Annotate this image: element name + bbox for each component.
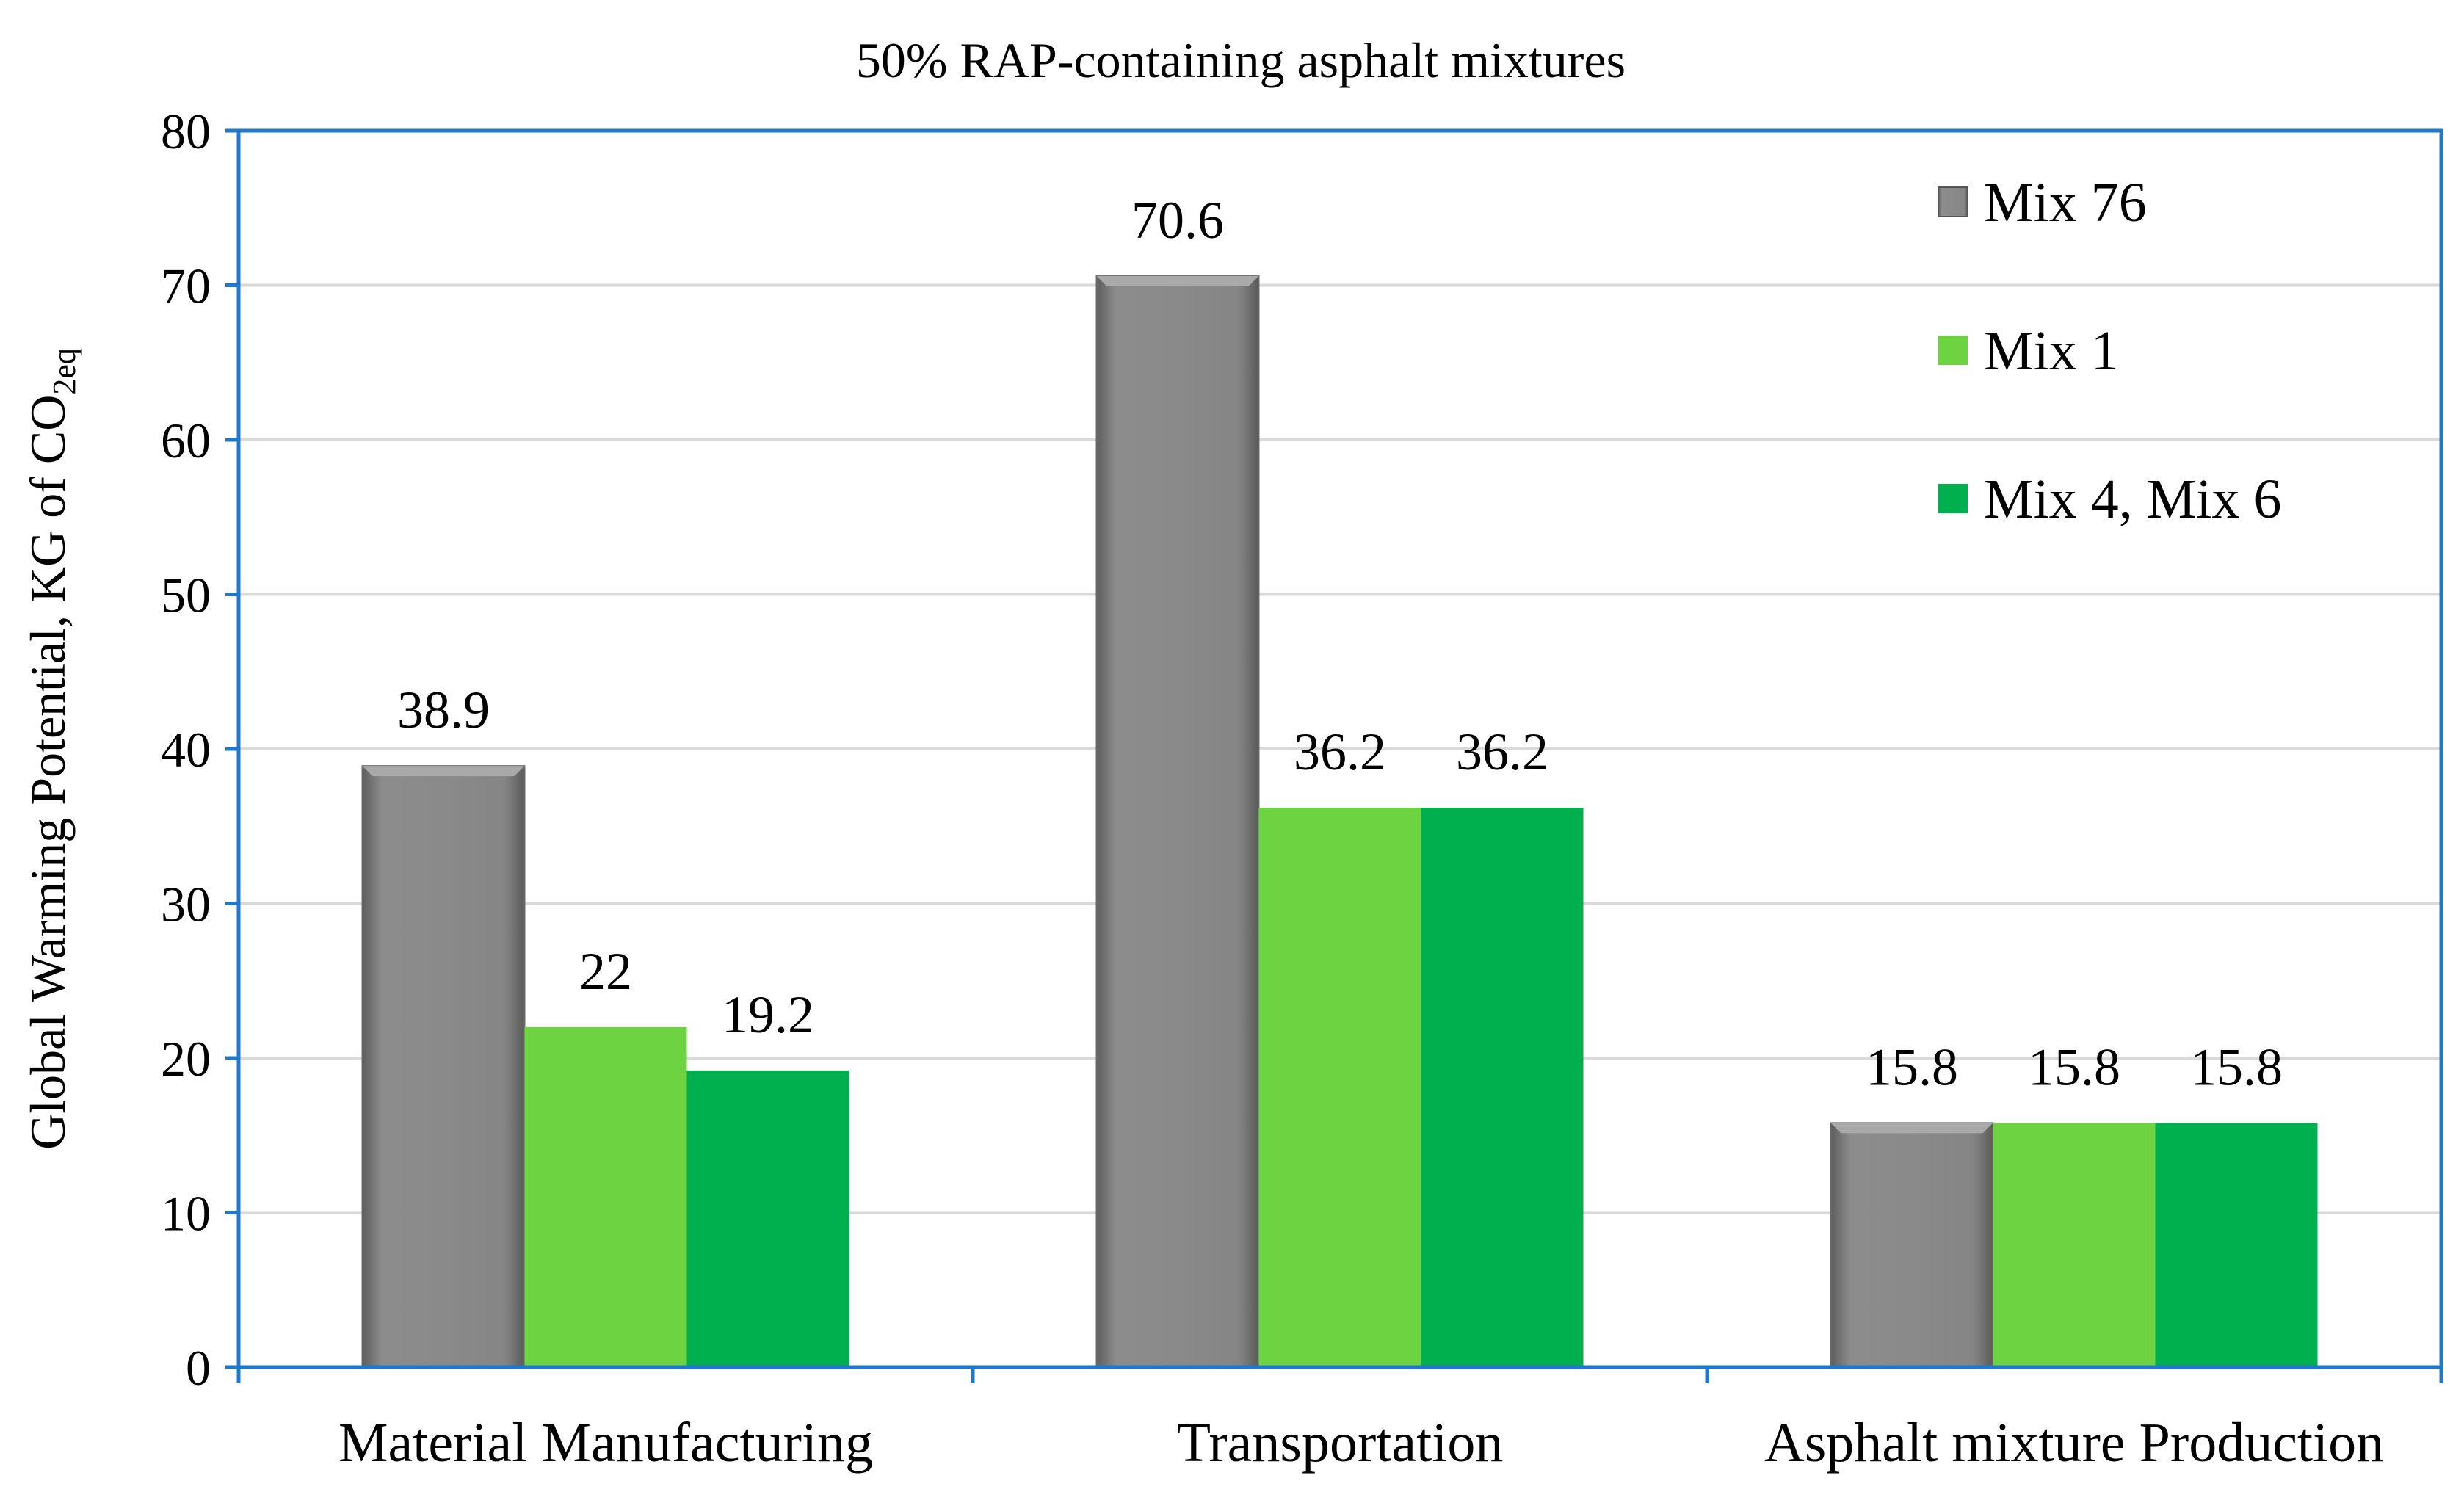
bar-bevel <box>362 766 525 777</box>
y-tick-label: 50 <box>161 568 211 623</box>
bar <box>1993 1123 2156 1367</box>
bar-bevel <box>1096 275 1259 286</box>
bar <box>1421 807 1584 1367</box>
bar-value-label: 36.2 <box>1456 722 1548 781</box>
y-tick-label: 60 <box>161 413 211 468</box>
y-axis: 0 10 20 30 40 50 60 70 80 <box>161 104 239 1396</box>
bar-value-label: 36.2 <box>1294 722 1386 781</box>
x-axis: Material Manufacturing Transportation Asph… <box>236 1367 2443 1474</box>
y-tick-label: 30 <box>161 877 211 932</box>
bar-value-label: 70.6 <box>1131 191 1224 250</box>
y-tick-label: 0 <box>186 1340 211 1396</box>
y-tick-label: 40 <box>161 722 211 778</box>
y-tick-label: 20 <box>161 1031 211 1087</box>
chart-title: 50% RAP-containing asphalt mixtures <box>856 32 1626 88</box>
y-tick-label: 10 <box>161 1186 211 1242</box>
y-tick-label: 80 <box>161 104 211 159</box>
bar <box>524 1026 687 1367</box>
bar-labels: 38.9 70.6 15.8 22 36.2 15.8 19.2 36.2 15.8 <box>397 191 2283 1097</box>
legend-swatch <box>1938 336 1968 365</box>
bar-value-label: 15.8 <box>2190 1037 2283 1096</box>
bar-value-label: 38.9 <box>397 681 490 739</box>
bar-bevel <box>1830 1123 1993 1134</box>
y-axis-label-subscript: 2eq <box>46 348 82 395</box>
bar-value-label: 22 <box>579 942 632 1001</box>
bar-value-label: 15.8 <box>2028 1037 2120 1096</box>
legend: Mix 76 Mix 1 Mix 4, Mix 6 <box>1938 172 2281 530</box>
x-category-label: Asphalt mixture Production <box>1764 1412 2384 1474</box>
bar <box>1095 275 1260 1368</box>
bar <box>686 1070 849 1367</box>
legend-swatch <box>1938 484 1968 513</box>
legend-label: Mix 76 <box>1984 172 2147 233</box>
y-axis-label-main: Global Warming Potential, KG of CO <box>20 395 76 1150</box>
bar <box>1830 1122 1994 1369</box>
bars <box>361 275 2318 1369</box>
legend-swatch-mix-76 <box>1938 186 1968 217</box>
bar-value-label: 15.8 <box>1866 1037 1958 1096</box>
x-category-label: Transportation <box>1177 1412 1504 1474</box>
legend-label: Mix 1 <box>1984 320 2119 382</box>
bar-value-label: 19.2 <box>722 985 814 1044</box>
legend-label: Mix 4, Mix 6 <box>1984 468 2281 530</box>
x-category-label: Material Manufacturing <box>338 1412 873 1474</box>
bar <box>2155 1123 2318 1367</box>
y-tick-label: 70 <box>161 258 211 314</box>
bar <box>361 765 526 1368</box>
bar <box>1258 807 1421 1367</box>
y-axis-label: Global Warming Potential, KG of CO2eq <box>20 348 82 1150</box>
